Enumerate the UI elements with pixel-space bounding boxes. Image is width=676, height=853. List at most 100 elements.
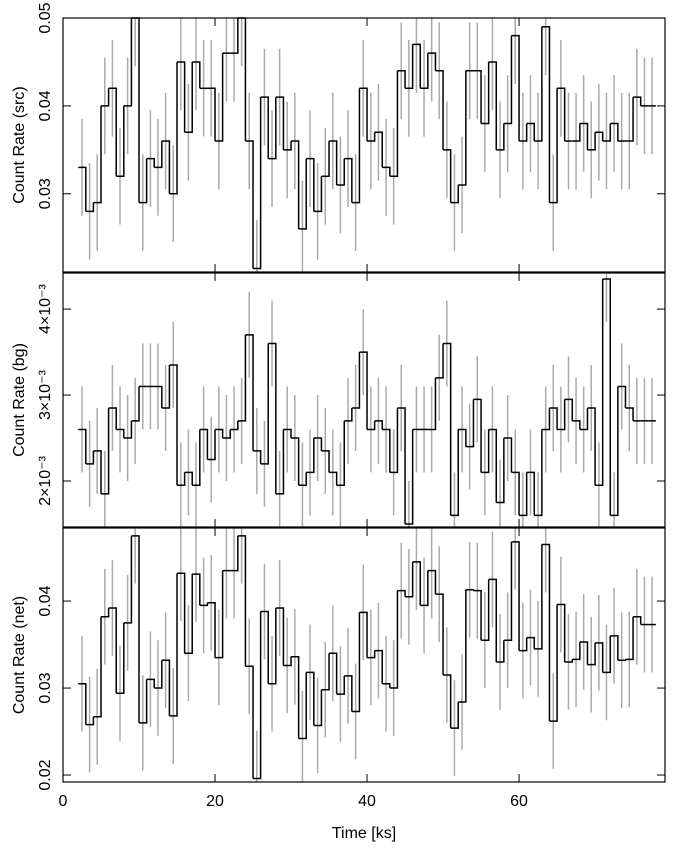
step <box>625 616 634 661</box>
step <box>450 701 460 729</box>
step <box>412 561 421 606</box>
step <box>85 202 95 213</box>
step <box>405 429 414 525</box>
step <box>237 334 247 422</box>
step <box>237 535 247 667</box>
step <box>389 407 399 474</box>
step <box>397 589 406 597</box>
step <box>587 642 596 666</box>
y-tick-label: 0.03 <box>37 672 54 703</box>
step <box>458 428 467 447</box>
step <box>359 611 368 658</box>
step <box>260 343 269 465</box>
step <box>321 141 330 177</box>
step <box>306 438 315 474</box>
step <box>519 637 528 652</box>
step <box>298 158 307 230</box>
step <box>511 34 520 142</box>
step <box>146 678 155 689</box>
step <box>230 420 239 431</box>
step <box>230 535 239 572</box>
step <box>275 96 285 150</box>
step <box>549 88 558 204</box>
step <box>268 608 277 685</box>
step <box>306 671 315 726</box>
step <box>93 105 102 204</box>
step <box>192 573 201 606</box>
step <box>184 574 193 655</box>
step <box>481 579 490 641</box>
step <box>93 616 102 718</box>
step <box>496 640 505 663</box>
step <box>313 176 323 213</box>
step <box>633 96 642 106</box>
step <box>519 472 528 517</box>
x-tick-label: 20 <box>206 793 224 810</box>
step <box>321 653 330 691</box>
step <box>427 569 437 595</box>
step <box>275 607 285 666</box>
step <box>488 578 498 662</box>
y-tick-label: 0.04 <box>37 585 54 616</box>
x-tick-label: 40 <box>358 793 376 810</box>
step <box>116 105 125 177</box>
step <box>595 279 604 487</box>
step <box>230 18 239 54</box>
step <box>108 607 117 694</box>
step <box>572 420 581 430</box>
step <box>534 544 543 650</box>
step <box>108 407 117 430</box>
step <box>465 399 475 448</box>
step <box>359 87 368 142</box>
step <box>177 472 186 487</box>
step <box>184 471 193 486</box>
step <box>336 158 345 186</box>
step <box>587 132 596 151</box>
step <box>344 675 353 712</box>
step <box>511 471 520 516</box>
step <box>161 659 171 716</box>
step <box>184 61 193 134</box>
step <box>374 649 383 684</box>
y-tick-label: 2×10⁻³ <box>37 455 54 505</box>
step <box>572 641 581 661</box>
step <box>579 407 589 431</box>
step <box>382 428 391 473</box>
step <box>389 590 399 689</box>
step <box>245 665 254 779</box>
step <box>169 573 178 717</box>
step <box>534 429 543 517</box>
step <box>291 437 300 486</box>
step <box>473 69 482 124</box>
step <box>595 642 604 673</box>
step <box>131 535 140 723</box>
step <box>306 157 315 212</box>
step <box>526 471 536 516</box>
step <box>443 674 452 729</box>
step <box>215 428 224 439</box>
step <box>215 570 224 659</box>
step <box>465 589 475 591</box>
step <box>154 660 163 689</box>
y-tick-label: 4×10⁻³ <box>37 284 54 334</box>
step <box>473 398 482 473</box>
step <box>260 96 269 159</box>
step <box>101 407 110 495</box>
y-axis-label: Count Rate (src) <box>11 86 28 203</box>
step <box>215 53 224 142</box>
step <box>268 342 277 494</box>
step <box>503 437 513 473</box>
step <box>313 689 323 727</box>
step <box>496 438 505 504</box>
step <box>579 641 589 665</box>
step <box>503 541 513 641</box>
step <box>389 70 399 177</box>
step <box>458 589 467 703</box>
step <box>564 659 574 663</box>
step <box>116 428 125 439</box>
step <box>367 420 376 431</box>
step <box>344 157 353 203</box>
step <box>161 140 171 194</box>
step <box>625 97 634 142</box>
step <box>541 407 551 431</box>
